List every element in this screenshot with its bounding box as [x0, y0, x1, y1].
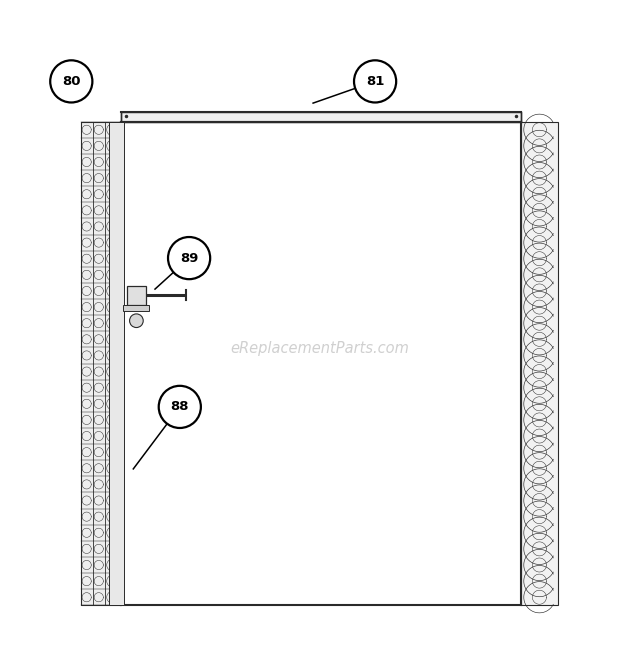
Text: 88: 88	[170, 400, 189, 414]
Text: eReplacementParts.com: eReplacementParts.com	[230, 340, 409, 356]
Text: 89: 89	[180, 251, 198, 265]
Text: 80: 80	[62, 75, 81, 88]
Circle shape	[130, 314, 143, 328]
Bar	[81, 122, 121, 605]
Circle shape	[168, 237, 210, 279]
Circle shape	[354, 61, 396, 102]
Circle shape	[159, 386, 201, 428]
Bar	[108, 122, 124, 605]
Bar	[127, 286, 146, 305]
Bar	[121, 122, 521, 605]
Bar	[121, 112, 521, 122]
Bar	[521, 122, 558, 605]
Circle shape	[50, 61, 92, 102]
Text: 81: 81	[366, 75, 384, 88]
Bar	[123, 305, 149, 311]
